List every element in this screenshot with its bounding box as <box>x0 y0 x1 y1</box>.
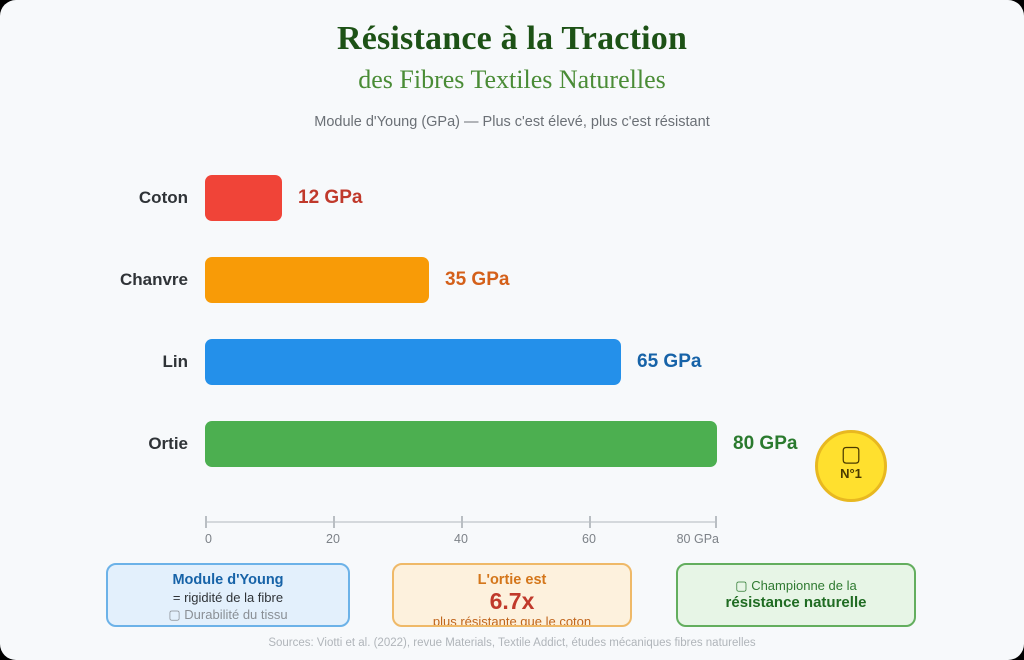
card-champion: ▢ Championne de la résistance naturelle <box>676 563 916 627</box>
trophy-icon: ▢ <box>840 441 862 466</box>
bar-category-label: Chanvre <box>119 270 188 289</box>
card-ortie-ratio-title: L'ortie est <box>477 572 547 588</box>
bar-row: Coton 12 GPa <box>0 168 1024 228</box>
bar-value-label: 65 GPa <box>637 351 702 372</box>
card-module-young: Module d'Young = rigidité de la fibre ▢ … <box>106 563 350 627</box>
card-module-young-line2: ▢ Durabilité du tissu <box>108 606 348 623</box>
bar-category-label: Coton <box>138 188 188 207</box>
bar-category-label: Ortie <box>148 434 188 453</box>
bar-value-label: 80 GPa <box>733 433 798 454</box>
card-champion-line1: ▢ Championne de la <box>678 565 914 594</box>
axis-tick-label: 0 <box>205 532 212 546</box>
axis-tick <box>461 516 463 528</box>
bar <box>205 421 717 467</box>
axis-tick-label: 40 <box>454 532 468 546</box>
winner-badge: ▢ N°1 <box>815 430 887 502</box>
axis-tick-label: 20 <box>326 532 340 546</box>
bar-category-label: Lin <box>162 352 189 371</box>
card-ortie-ratio-caption: plus résistante que le coton <box>432 614 592 627</box>
bar-value-label: 12 GPa <box>298 187 363 208</box>
bar-row: Lin 65 GPa <box>0 332 1024 392</box>
bar-value-label: 35 GPa <box>445 269 510 290</box>
axis-tick-label: 60 <box>582 532 596 546</box>
winner-rank-label: N°1 <box>840 466 862 481</box>
bar <box>205 175 282 221</box>
bar <box>205 257 429 303</box>
card-ortie-ratio-value: 6.7x <box>489 588 535 614</box>
bar-row: Chanvre 35 GPa <box>0 250 1024 310</box>
card-module-young-title: Module d'Young <box>172 572 284 588</box>
card-champion-line2: résistance naturelle <box>725 594 867 611</box>
bar-chart: Coton 12 GPa Chanvre 35 GPa Lin 65 GPa Ortie 80… <box>0 168 1024 553</box>
medal-icon: ▢ <box>735 578 748 593</box>
axis-tick <box>715 516 717 528</box>
card-module-young-line2-text: Durabilité du tissu <box>184 607 288 622</box>
header: Résistance à la Traction des Fibres Text… <box>0 0 1024 130</box>
sources-note: Sources: Viotti et al. (2022), revue Mat… <box>268 637 756 649</box>
card-ortie-ratio: L'ortie est 6.7x plus résistante que le … <box>392 563 632 627</box>
axis-tick <box>589 516 591 528</box>
axis-tick-label: 80 GPa <box>676 532 719 546</box>
footer-cards: Module d'Young = rigidité de la fibre ▢ … <box>0 563 1024 629</box>
axis-tick <box>205 516 207 528</box>
card-champion-line1-text: Championne de la <box>751 578 857 593</box>
bar-row: Ortie 80 GPa <box>0 414 1024 474</box>
chart-note: Module d'Young (GPa) — Plus c'est élevé,… <box>314 114 710 130</box>
axis-tick <box>333 516 335 528</box>
bar <box>205 339 621 385</box>
x-axis: 0 20 40 60 80 GPa <box>205 516 719 546</box>
page-title: Résistance à la Traction <box>336 20 688 57</box>
leaf-icon: ▢ <box>168 607 181 622</box>
page-subtitle: des Fibres Textiles Naturelles <box>358 65 666 94</box>
card-module-young-line1: = rigidité de la fibre <box>172 590 284 605</box>
